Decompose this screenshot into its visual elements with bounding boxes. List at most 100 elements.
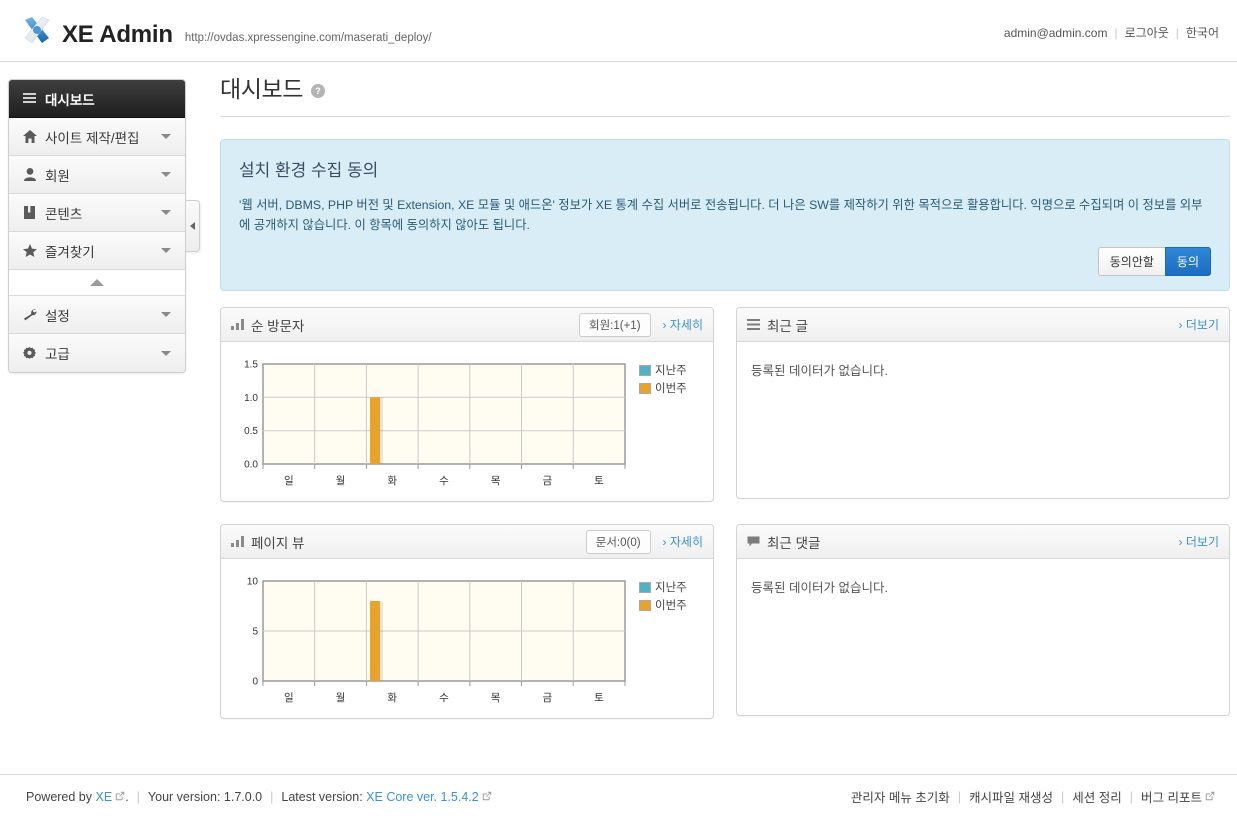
detail-link[interactable]: › 자세히 [662,535,703,549]
chevron-down-icon[interactable] [161,312,171,317]
your-version-label: Your version: [147,789,221,804]
x-tick-label: 토 [594,692,604,704]
chevron-down-icon[interactable] [161,172,171,177]
sidebar-collapse-handle[interactable] [186,200,200,252]
powered-by-label: Powered by [26,789,93,804]
column-left-2: 페이지 뷰 문서:0(0) › 자세히 [220,524,714,741]
x-tick-label: 수 [439,692,449,704]
dashboard-grid-row-1: 순 방문자 회원:1(+1) › 자세히 [220,307,1230,524]
xe-link[interactable]: XE [95,789,113,804]
panel-unique-visitors: 순 방문자 회원:1(+1) › 자세히 [220,307,714,502]
footer-separator-4: | [1061,789,1065,804]
sidebar-item-label: 고급 [45,347,70,362]
footer: Powered by XE . | Your version: 1.7.0.0 … [0,774,1237,818]
brand[interactable]: XE Admin http://ovdas.xpressengine.com/m… [20,14,432,48]
logout-link[interactable]: 로그아웃 [1124,26,1169,40]
footer-separator-5: | [1129,789,1134,804]
notice-body: '웹 서버, DBMS, PHP 버전 및 Extension, XE 모듈 및… [239,198,1203,232]
sidebar-item-advanced[interactable]: 고급 [9,334,185,372]
chevron-down-icon[interactable] [161,210,171,215]
account-email: admin@admin.com [1003,25,1108,40]
question-mark-icon[interactable]: ? [311,84,326,98]
panel-recent-posts: 최근 글 › 더보기 등록된 데이터가 없습니다. [736,307,1230,499]
chart-unique-visitors: 1.5 1.0 0.5 0.0 [233,356,701,491]
reset-admin-menu-link[interactable]: 관리자 메뉴 초기화 [850,791,950,805]
x-tick-label: 월 [336,475,346,487]
legend-swatch-this-week [639,599,651,611]
status-badge: 회원:1(+1) [579,312,651,337]
accept-button[interactable]: 동의 [1164,247,1211,276]
chart-svg: 1.5 1.0 0.5 0.0 [244,360,626,487]
panel-header: 최근 댓글 › 더보기 [737,525,1229,559]
home-icon [21,130,38,143]
chart-page-views: 10 5 0 [233,573,701,708]
xe-logo-icon [20,14,54,48]
panel-header: 최근 글 › 더보기 [737,308,1229,342]
sidebar-item-settings[interactable]: 설정 [9,296,185,334]
detail-link[interactable]: › 자세히 [662,318,703,332]
footer-right: 관리자 메뉴 초기화 | 캐시파일 재생성 | 세션 정리 | 버그 리포트 [851,787,1215,806]
sidebar-item-member[interactable]: 회원 [9,156,185,194]
column-right-1: 최근 글 › 더보기 등록된 데이터가 없습니다. [736,307,1230,524]
panel-header: 순 방문자 회원:1(+1) › 자세히 [221,308,713,342]
notice-actions: 동의안할 동의 [239,247,1211,276]
x-tick-label: 월 [336,692,346,704]
sidebar-item-label: 설정 [45,308,70,324]
chevron-down-icon[interactable] [161,350,171,356]
sidebar-item-label: 회원 [45,168,70,184]
sidebar-item-site-build[interactable]: 사이트 제작/편집 [9,118,185,156]
x-tick-label: 화 [387,692,397,704]
x-tick-label: 화 [387,475,397,487]
legend-label: 이번주 [655,383,687,395]
top-header: XE Admin http://ovdas.xpressengine.com/m… [0,0,1237,62]
sidebar-collapse-toggle[interactable] [9,270,185,296]
legend-swatch-this-week [639,382,651,394]
brand-title: XE Admin [62,20,173,48]
y-tick-label: 1.5 [244,360,258,371]
x-tick-label: 목 [491,692,501,704]
your-version-value: 1.7.0.0 [223,789,263,804]
chevron-up-icon [90,279,104,286]
y-tick-label: 5 [252,627,258,638]
dashboard-grid-row-2: 페이지 뷰 문서:0(0) › 자세히 [220,524,1230,741]
more-link[interactable]: › 더보기 [1178,535,1219,549]
x-tick-label: 일 [284,474,294,487]
legend-label: 지난주 [655,365,687,377]
x-tick-label: 목 [491,475,501,487]
panel-body: 등록된 데이터가 없습니다. [737,342,1229,498]
language-link[interactable]: 한국어 [1185,26,1219,40]
legend-item: 이번주 [639,597,687,613]
regenerate-cache-link[interactable]: 캐시파일 재생성 [969,791,1054,805]
wrench-icon [21,308,38,321]
sidebar-item-dashboard[interactable]: 대시보드 [9,80,185,118]
external-link-icon [482,790,492,804]
external-link-icon [1205,790,1215,804]
site-url: http://ovdas.xpressengine.com/maserati_d… [184,31,432,44]
more-link[interactable]: › 더보기 [1178,318,1219,332]
decline-button[interactable]: 동의안할 [1097,247,1166,276]
panel-title-wrap: 최근 글 [747,315,808,335]
chevron-down-icon[interactable] [161,134,171,139]
panel-title-wrap: 순 방문자 [231,315,304,335]
x-tick-label: 수 [439,475,449,487]
panel-body: 등록된 데이터가 없습니다. [737,559,1229,715]
book-icon [21,206,38,219]
page-title: 대시보드 [220,76,304,102]
bar-chart-icon [231,319,244,330]
sidebar-item-contents[interactable]: 콘텐츠 [9,194,185,232]
chevron-down-icon[interactable] [161,248,171,253]
sidebar-item-label: 대시보드 [45,92,95,108]
x-tick-label: 일 [284,691,294,704]
sidebar-item-favorites[interactable]: 즐겨찾기 [9,232,185,270]
panel-header: 페이지 뷰 문서:0(0) › 자세히 [221,525,713,559]
panel-body: 1.5 1.0 0.5 0.0 [221,342,713,501]
footer-separator-2: | [270,789,274,804]
gear-icon [21,346,38,360]
x-tick-label: 금 [542,475,552,487]
session-cleanup-link[interactable]: 세션 정리 [1072,791,1122,805]
latest-version-link[interactable]: XE Core ver. 1.5.4.2 [366,789,479,804]
latest-version-label: Latest version: [281,789,363,804]
y-tick-label: 1.0 [244,393,258,404]
bug-report-link[interactable]: 버그 리포트 [1141,791,1202,805]
panel-page-views: 페이지 뷰 문서:0(0) › 자세히 [220,524,714,719]
